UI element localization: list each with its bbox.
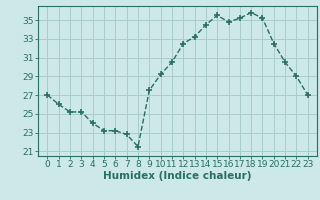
X-axis label: Humidex (Indice chaleur): Humidex (Indice chaleur) xyxy=(103,171,252,181)
